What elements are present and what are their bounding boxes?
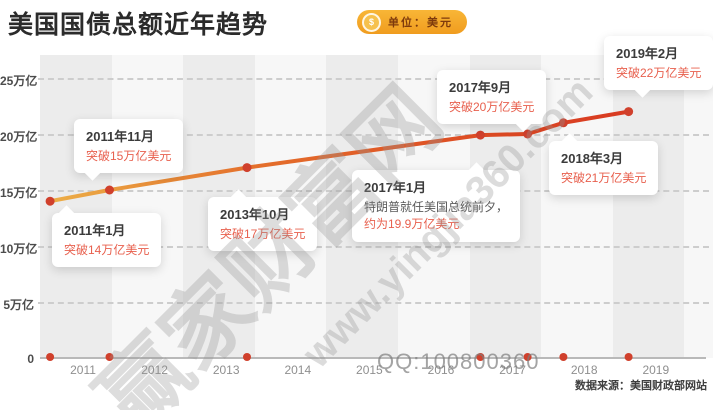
callout-2011年1月: 2011年1月突破14万亿美元 bbox=[52, 205, 162, 268]
callout-2017年1月: 2017年1月特朗普就任美国总统前夕， 约为19.9万亿美元 bbox=[352, 162, 521, 242]
axis-event-dot bbox=[523, 353, 532, 361]
callout-date: 2018年3月 bbox=[561, 151, 624, 166]
callout-text: 突破15万亿美元 bbox=[86, 149, 172, 163]
year-band bbox=[612, 55, 685, 358]
x-axis-line bbox=[40, 357, 706, 359]
callout-date: 2011年1月 bbox=[64, 223, 126, 238]
callout-2018年3月: 2018年3月突破21万亿美元 bbox=[549, 133, 659, 196]
data-source-note: 数据来源：美国财政部网站 bbox=[575, 380, 707, 392]
callout-date: 2013年10月 bbox=[220, 207, 290, 222]
axis-event-dot bbox=[559, 353, 568, 361]
x-axis-label: 2018 bbox=[570, 363, 598, 377]
callout-text: 突破21万亿美元 bbox=[561, 171, 647, 185]
y-axis-label: 10万亿 bbox=[0, 242, 38, 256]
axis-event-dot bbox=[243, 353, 251, 361]
y-axis-label: 5万亿 bbox=[3, 298, 34, 312]
x-axis-label: 2012 bbox=[141, 363, 168, 377]
axis-event-dot bbox=[476, 353, 485, 361]
y-axis-label: 20万亿 bbox=[0, 130, 38, 144]
callout-text: 突破17万亿美元 bbox=[220, 227, 306, 241]
y-axis-label: 25万亿 bbox=[0, 74, 38, 88]
gridline bbox=[38, 246, 709, 248]
axis-event-dot bbox=[624, 353, 633, 361]
callout-text: 突破20万亿美元 bbox=[449, 100, 535, 114]
callout-text: 特朗普就任美国总统前夕， bbox=[364, 200, 509, 214]
x-axis-label: 2011 bbox=[70, 363, 96, 377]
callout-date: 2017年1月 bbox=[364, 180, 427, 195]
data-point-marker bbox=[523, 129, 533, 139]
callout-date: 2017年9月 bbox=[449, 80, 512, 95]
data-point-marker bbox=[45, 196, 55, 206]
callout-text: 突破22万亿美元 bbox=[616, 66, 702, 80]
callout-date: 2011年11月 bbox=[86, 129, 154, 144]
x-axis-label: 2016 bbox=[427, 363, 455, 377]
callout-2017年9月: 2017年9月突破20万亿美元 bbox=[437, 70, 547, 133]
axis-event-dot bbox=[105, 353, 114, 361]
page-title: 美国国债总额近年趋势 bbox=[8, 11, 269, 39]
data-point-marker bbox=[105, 185, 114, 195]
callout-2019年2月: 2019年2月突破22万亿美元 bbox=[604, 36, 713, 99]
x-axis-label: 2013 bbox=[212, 363, 240, 377]
year-band bbox=[684, 55, 713, 358]
y-axis-label: 15万亿 bbox=[0, 186, 38, 200]
data-point-marker bbox=[242, 163, 252, 173]
gridline bbox=[38, 302, 709, 304]
data-point-marker bbox=[624, 107, 634, 117]
year-band bbox=[541, 55, 613, 358]
callout-text: 突破14万亿美元 bbox=[64, 243, 150, 257]
callout-2011年11月: 2011年11月突破15万亿美元 bbox=[74, 119, 184, 182]
axis-event-dot bbox=[46, 353, 55, 361]
gridline bbox=[38, 78, 709, 80]
callout-date: 2019年2月 bbox=[616, 46, 679, 61]
unit-badge-label: 单位：美元 bbox=[388, 17, 453, 29]
x-axis-label: 2015 bbox=[356, 363, 383, 377]
callout-text: 约为19.9万亿美元 bbox=[364, 217, 460, 232]
data-point-marker bbox=[558, 118, 568, 128]
callout-2013年10月: 2013年10月突破17万亿美元 bbox=[208, 189, 318, 252]
year-band bbox=[40, 55, 112, 358]
data-point-marker bbox=[475, 130, 485, 140]
unit-badge: $ 单位：美元 bbox=[357, 10, 467, 34]
year-band bbox=[111, 55, 184, 358]
x-axis-label: 2019 bbox=[642, 363, 670, 377]
x-axis-label: 2017 bbox=[499, 363, 526, 377]
x-axis-label: 2014 bbox=[284, 363, 312, 377]
y-axis-label: 0 bbox=[27, 352, 34, 366]
gridline bbox=[38, 134, 709, 136]
coin-icon: $ bbox=[362, 12, 381, 32]
